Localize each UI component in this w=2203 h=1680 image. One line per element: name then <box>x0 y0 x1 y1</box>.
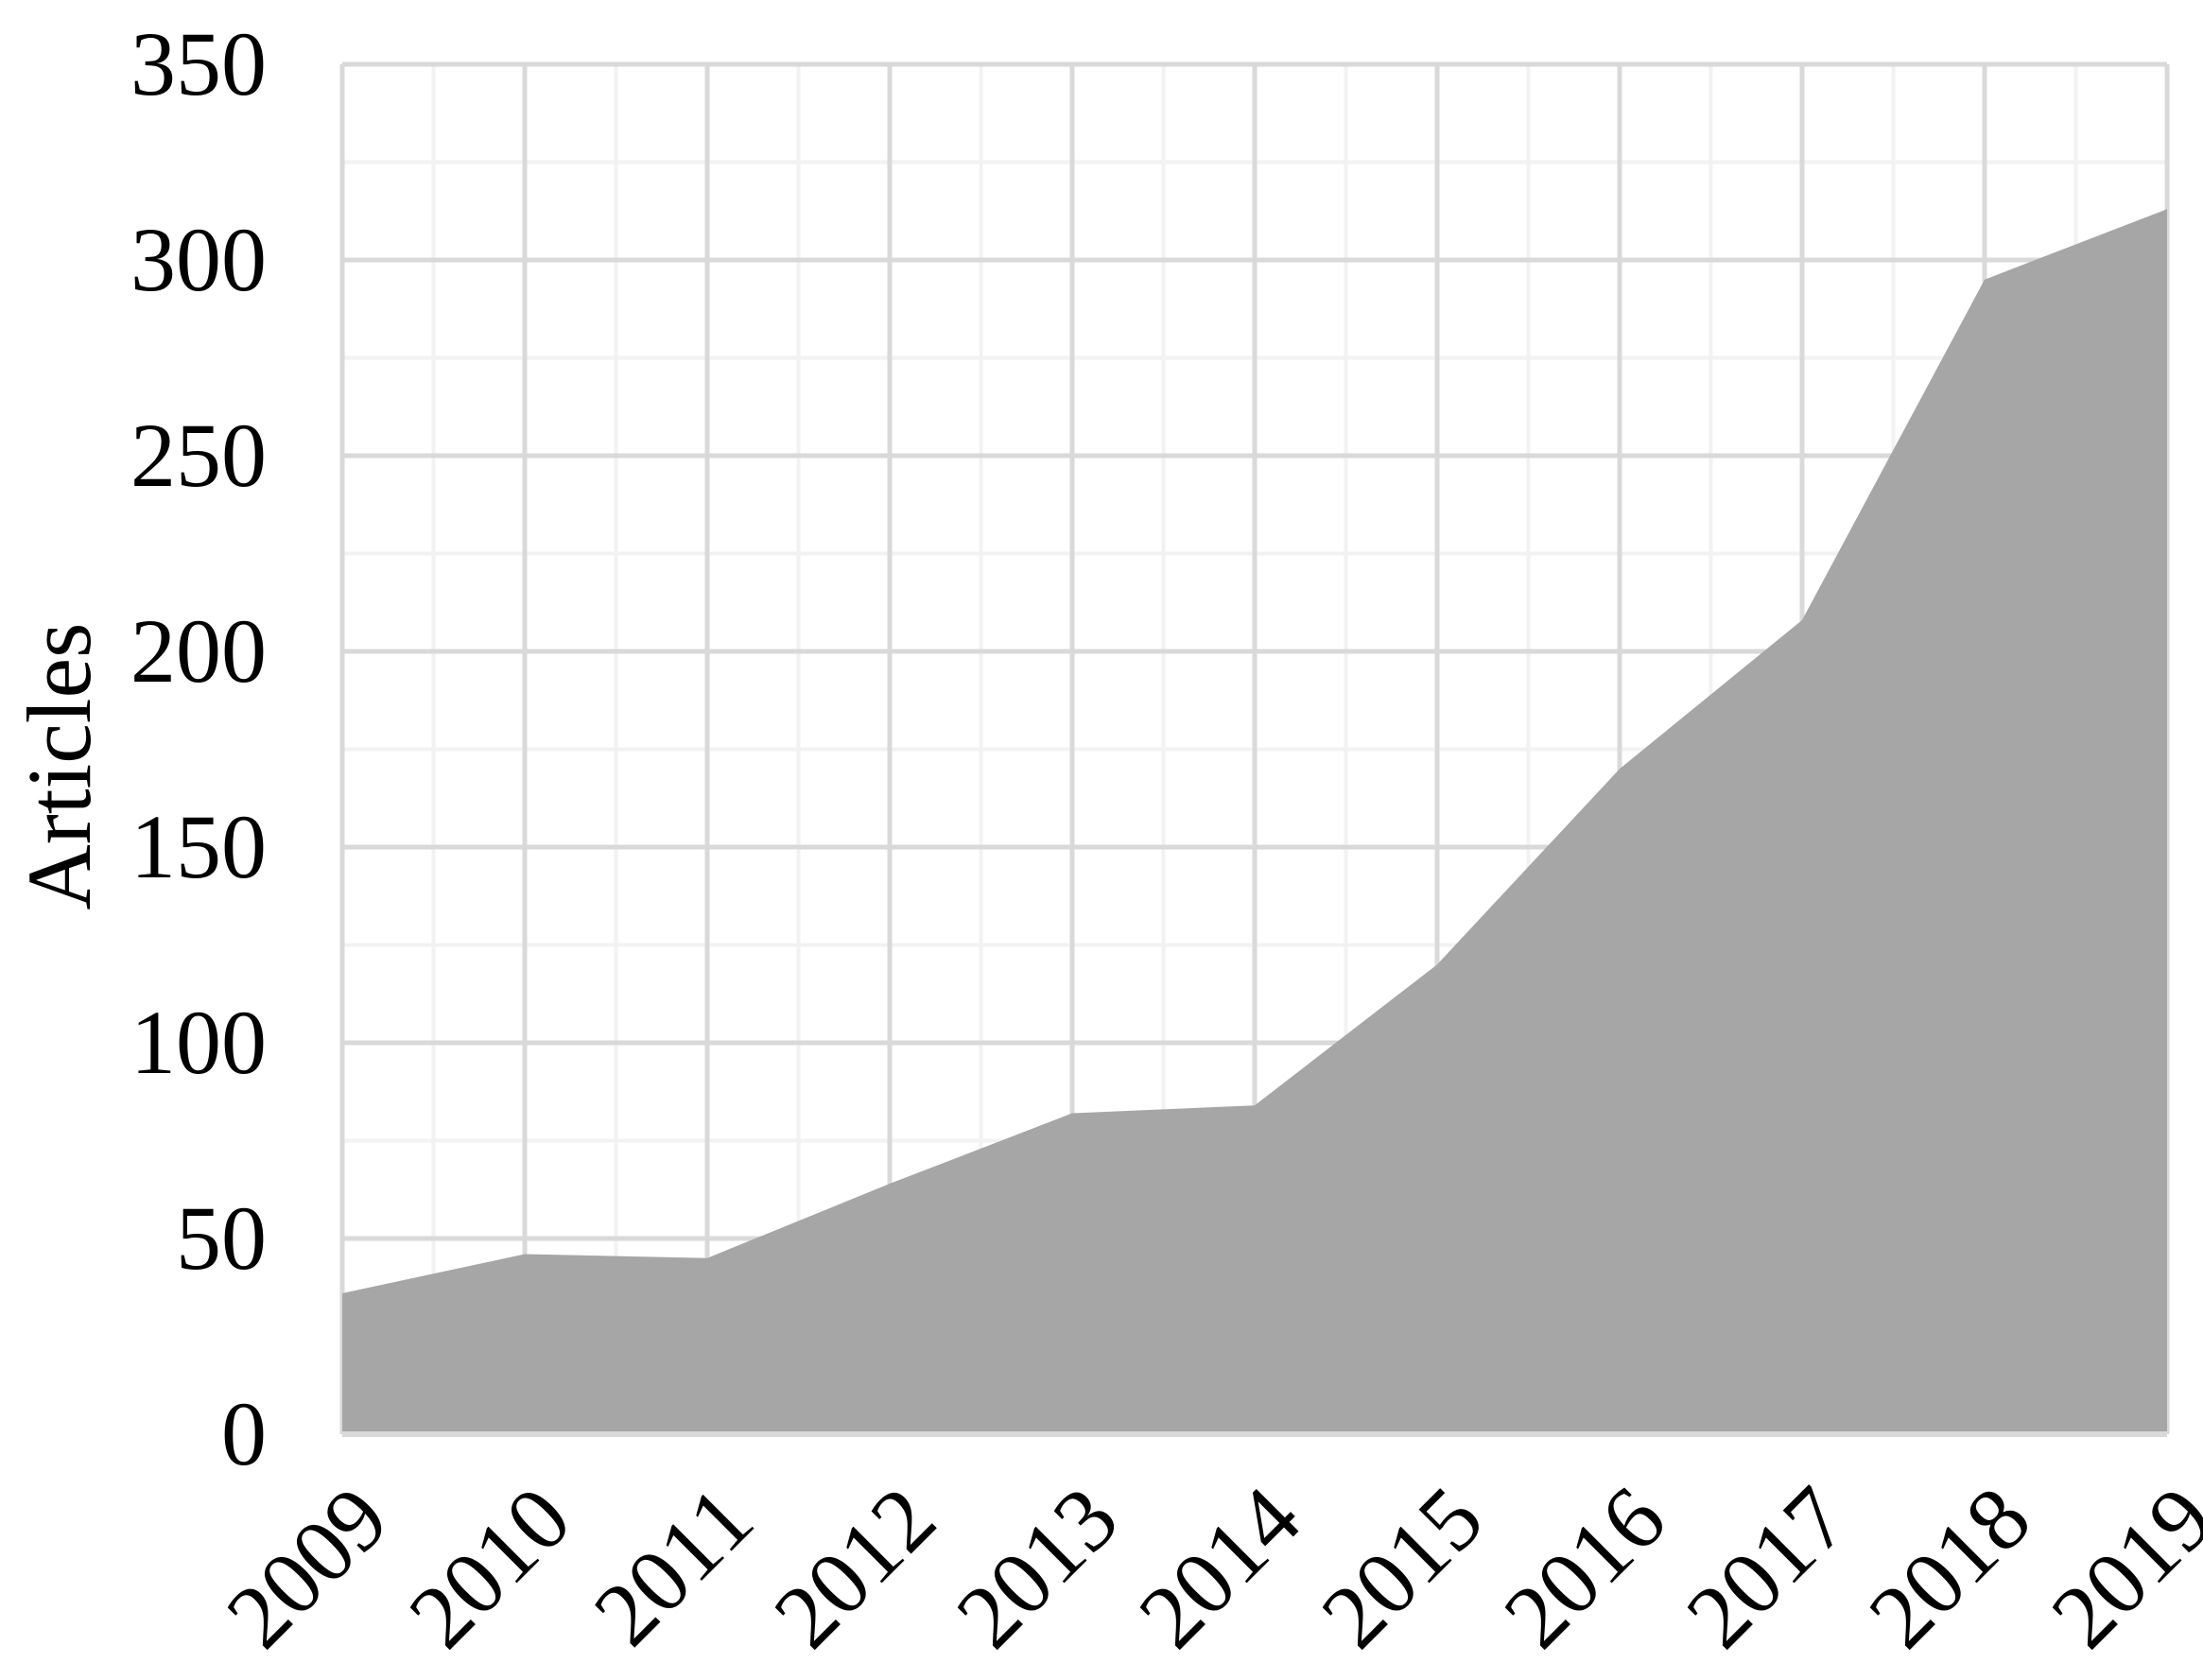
articles-area <box>342 209 2167 1435</box>
y-axis-title: Articles <box>9 623 110 910</box>
y-tick-label: 300 <box>130 209 267 310</box>
y-tick-label: 350 <box>130 13 267 114</box>
y-tick-label: 50 <box>176 1187 267 1289</box>
y-tick-label: 100 <box>130 992 267 1093</box>
y-tick-label: 150 <box>130 796 267 897</box>
y-tick-label: 200 <box>130 600 267 701</box>
y-tick-label: 250 <box>130 405 267 506</box>
y-tick-labels: 0 50 100 150 200 250 300 350 <box>130 13 267 1484</box>
y-tick-label: 0 <box>221 1383 267 1484</box>
